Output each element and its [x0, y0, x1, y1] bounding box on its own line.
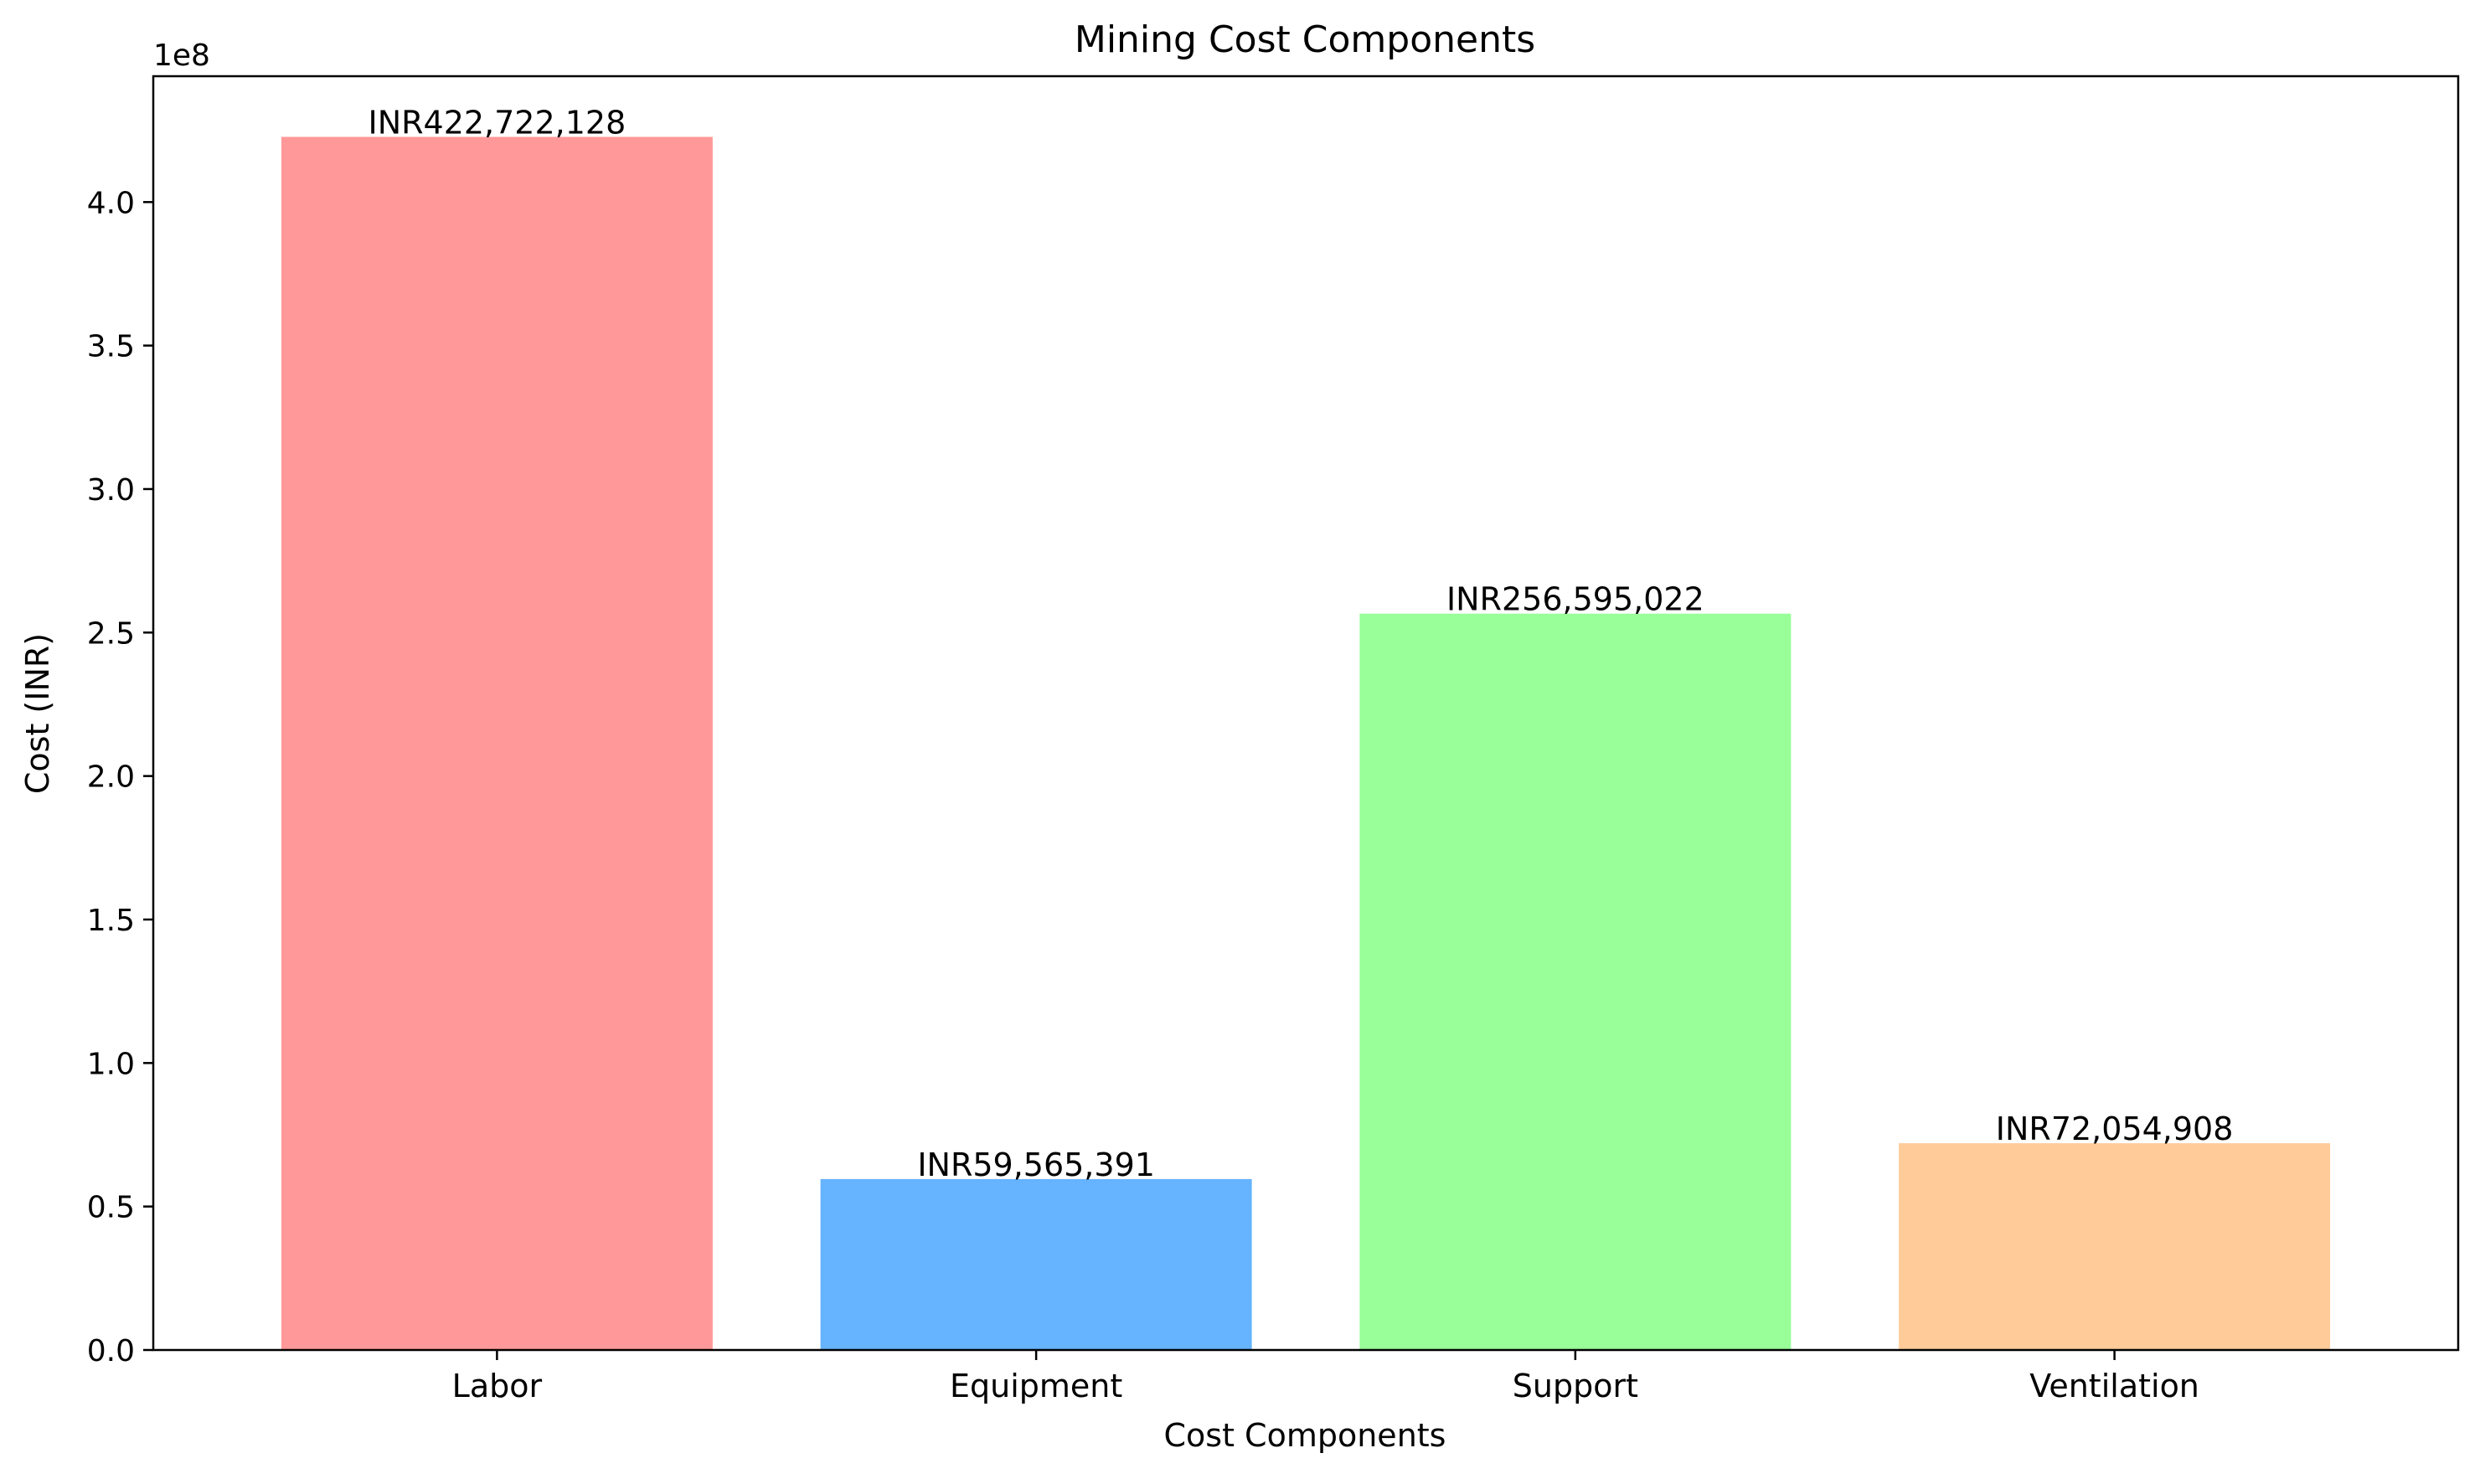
bar-support: [1359, 613, 1792, 1350]
x-tick-label-equipment: Equipment: [950, 1368, 1122, 1404]
x-tick-label-ventilation: Ventilation: [2029, 1368, 2199, 1404]
y-tick-label: 1.0: [87, 1047, 135, 1081]
x-axis-ticks: Labor Equipment Support Ventilation: [452, 1350, 2199, 1404]
plot-area: INR422,722,128 INR59,565,391 INR256,595,02…: [87, 75, 2460, 1404]
value-label-support: INR256,595,022: [1446, 581, 1704, 618]
x-axis-label: Cost Components: [1164, 1417, 1446, 1454]
value-label-labor: INR422,722,128: [368, 104, 626, 141]
bar-ventilation: [1899, 1143, 2331, 1350]
y-tick-label: 1.5: [87, 904, 135, 938]
value-labels-layer: INR422,722,128 INR59,565,391 INR256,595,02…: [368, 104, 2233, 1183]
x-tick-label-labor: Labor: [452, 1368, 543, 1404]
y-tick-label: 2.5: [87, 616, 135, 651]
y-axis-label: Cost (INR): [19, 633, 56, 794]
bar-labor: [281, 137, 713, 1350]
value-label-equipment: INR59,565,391: [917, 1146, 1155, 1183]
x-tick-label-support: Support: [1513, 1368, 1638, 1404]
y-tick-label: 4.0: [87, 186, 135, 220]
axes-frame: [152, 75, 2460, 1352]
y-tick-label: 2.0: [87, 760, 135, 795]
y-tick-label: 0.0: [87, 1334, 135, 1368]
y-axis-ticks: 0.0 0.5 1.0 1.5 2.0 2.5 3.0 3.5 4.0: [87, 186, 153, 1368]
value-label-ventilation: INR72,054,908: [1996, 1110, 2234, 1147]
y-tick-label: 0.5: [87, 1191, 135, 1225]
y-offset-label: 1e8: [153, 39, 210, 73]
y-tick-label: 3.0: [87, 473, 135, 508]
y-tick-label: 3.5: [87, 330, 135, 364]
chart-title: Mining Cost Components: [1075, 18, 1535, 61]
bar-equipment: [820, 1178, 1252, 1350]
bars-layer: [281, 137, 2331, 1350]
